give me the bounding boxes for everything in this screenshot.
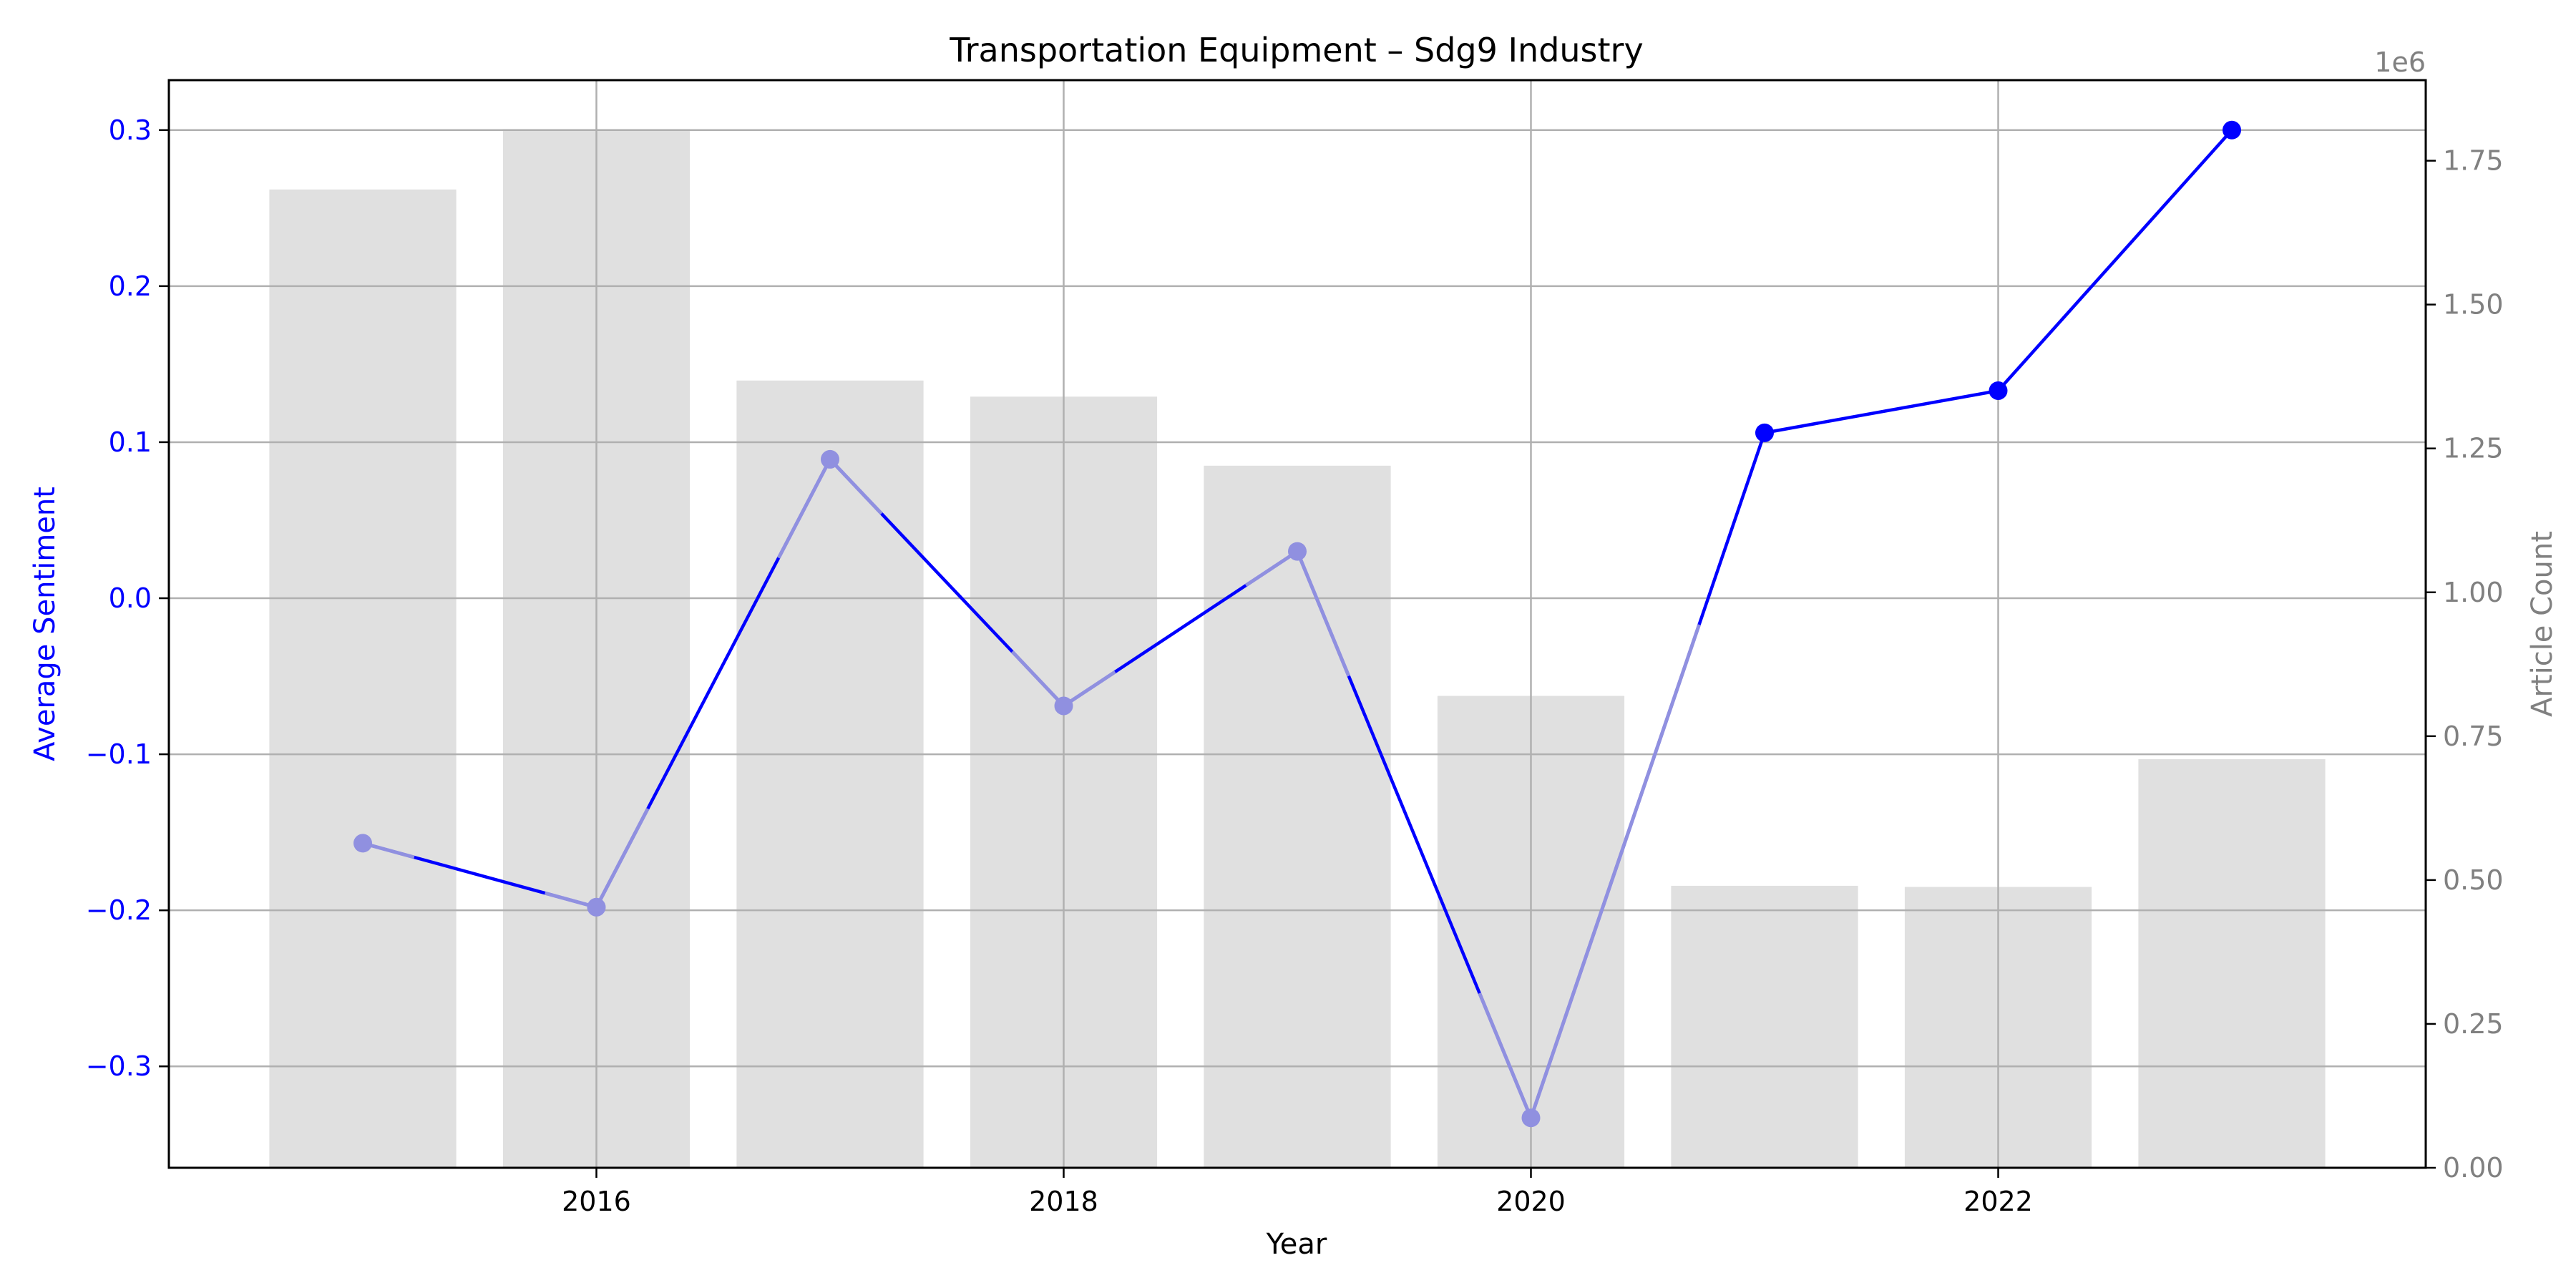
y-axis-left: −0.3 −0.2 −0.1 0.0 0.1 0.2 0.3 (86, 114, 169, 1082)
y-left-tick-label-0: −0.3 (86, 1050, 152, 1082)
y-left-tick-label-5: 0.2 (109, 270, 152, 302)
point-2021 (1755, 423, 1775, 442)
y-left-tick-label-2: −0.1 (86, 738, 152, 770)
x-tick-label-2020: 2020 (1496, 1186, 1566, 1217)
point-2023 (2223, 120, 2242, 140)
bar-2019 (1204, 465, 1391, 1168)
line-fade-end-4 (1478, 992, 1533, 1119)
y-right-tick-label-4: 1.00 (2443, 577, 2504, 608)
line-segment-7 (1996, 129, 2233, 392)
line-fade-end-1 (776, 458, 832, 559)
y-axis-right: 0.00 0.25 0.50 0.75 1.00 1.25 1.50 1.75 (2426, 145, 2504, 1184)
bar-series (269, 129, 2326, 1169)
line-fade-start-5 (1529, 624, 1701, 1119)
point-2017 (820, 449, 839, 469)
line-fade-start-2 (829, 458, 883, 515)
line-fade-end-3 (1244, 550, 1299, 587)
bar-2015 (269, 189, 457, 1169)
line-fade-start-1 (595, 807, 650, 908)
point-2016 (587, 897, 606, 917)
y-right-tick-label-2: 0.50 (2443, 864, 2504, 896)
y-right-tick-label-0: 0.00 (2443, 1152, 2504, 1184)
y-left-tick-label-3: 0.0 (109, 582, 152, 614)
right-axis-offset-label: 1e6 (2374, 47, 2426, 78)
y-right-tick-label-5: 1.25 (2443, 433, 2504, 464)
y-right-tick-label-7: 1.75 (2443, 145, 2504, 177)
line-series (353, 120, 2242, 1128)
point-2020 (1521, 1108, 1541, 1128)
y-right-tick-label-3: 0.75 (2443, 721, 2504, 752)
y-axis-left-label: Average Sentiment (29, 487, 62, 761)
bar-2023 (2138, 758, 2326, 1168)
x-tick-label-2022: 2022 (1963, 1186, 2033, 1217)
y-left-tick-label-6: 0.3 (109, 114, 152, 146)
y-right-tick-label-6: 1.50 (2443, 289, 2504, 321)
bar-2017 (736, 380, 924, 1168)
plot-frame (167, 79, 2427, 1169)
y-left-tick-label-4: 0.1 (109, 426, 152, 458)
line-fade-start-4 (1295, 550, 1351, 677)
line-segment-6 (1764, 389, 1999, 435)
line-fade-end-2 (1010, 650, 1065, 708)
point-2018 (1054, 696, 1073, 716)
x-tick-label-2016: 2016 (562, 1186, 631, 1217)
y-axis-right-label: Article Count (2526, 531, 2559, 717)
x-axis: 2016 2018 2020 2022 (562, 1168, 2033, 1217)
bar-2021 (1671, 885, 1858, 1168)
y-right-tick-label-1: 0.25 (2443, 1008, 2504, 1040)
y-left-tick-label-1: −0.2 (86, 894, 152, 926)
x-tick-label-2018: 2018 (1029, 1186, 1098, 1217)
x-axis-label: Year (1266, 1228, 1327, 1261)
grid (169, 80, 2426, 1168)
chart-title: Transportation Equipment – Sdg9 Industry (949, 31, 1643, 69)
point-2019 (1288, 542, 1307, 561)
point-2022 (1989, 381, 2008, 400)
line-fade-start-3 (1063, 670, 1116, 708)
point-2015 (353, 834, 372, 853)
